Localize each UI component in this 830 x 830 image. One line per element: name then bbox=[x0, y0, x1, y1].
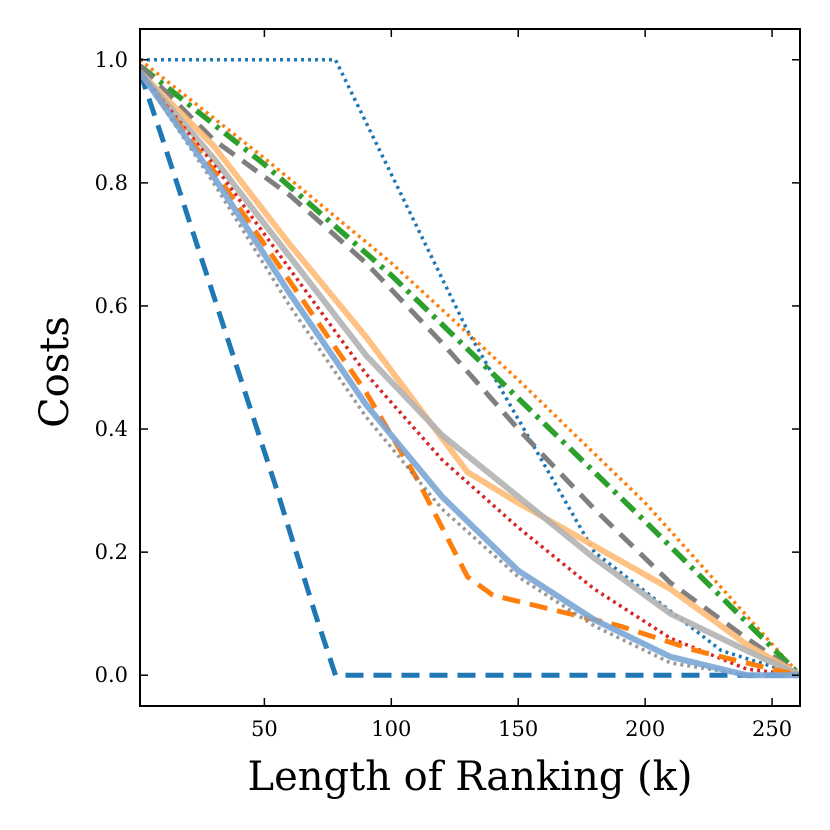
x-tick-label: 200 bbox=[625, 717, 665, 741]
y-tick-label: 0.0 bbox=[95, 663, 128, 687]
y-tick-label: 0.4 bbox=[95, 417, 128, 441]
y-tick-label: 0.6 bbox=[95, 294, 128, 318]
tick-layer: 50 100 150 200 250 0.0 0.2 0.4 0.6 0.8 1.0 bbox=[95, 29, 800, 741]
series-line-6 bbox=[140, 69, 800, 678]
x-axis-title: Length of Ranking (k) bbox=[248, 754, 693, 800]
y-tick-label: 1.0 bbox=[95, 48, 128, 72]
series-line-2 bbox=[140, 71, 800, 678]
series-line-9 bbox=[140, 70, 800, 678]
series-line-7 bbox=[140, 70, 800, 678]
x-tick-label: 250 bbox=[752, 717, 792, 741]
y-tick-label: 0.2 bbox=[95, 540, 128, 564]
y-axis-title: Costs bbox=[32, 316, 78, 428]
series-line-5 bbox=[140, 64, 800, 678]
x-tick-label: 50 bbox=[251, 717, 278, 741]
series-line-8 bbox=[140, 71, 800, 677]
plot-frame bbox=[139, 28, 801, 707]
series-line-11 bbox=[140, 70, 800, 679]
x-tick-label: 150 bbox=[498, 717, 538, 741]
y-tick-label: 0.8 bbox=[95, 171, 128, 195]
x-tick-label: 100 bbox=[371, 717, 411, 741]
series-layer bbox=[140, 58, 800, 679]
